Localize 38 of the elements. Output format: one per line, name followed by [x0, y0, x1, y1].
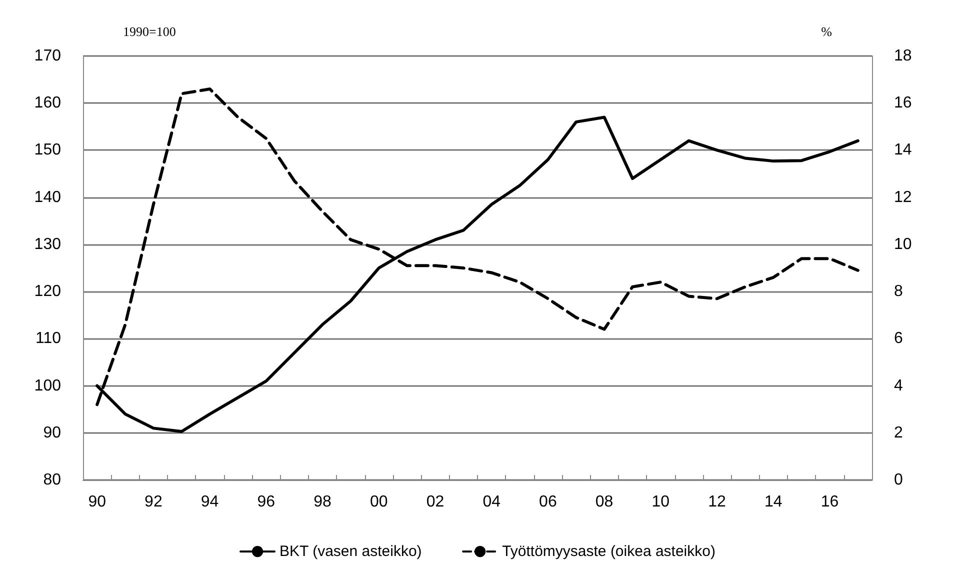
y-tick-label: 90: [43, 424, 62, 442]
y-axis-title: 1990=100: [123, 24, 176, 39]
y-tick-label: 150: [34, 142, 62, 159]
x-tick-label: 16: [820, 494, 839, 510]
x-tick-label: 94: [200, 494, 219, 510]
y-tick-label: 160: [34, 94, 62, 112]
x-tick-label: 92: [144, 494, 162, 510]
y2-tick-label: 8: [894, 283, 903, 300]
legend-label: BKT (vasen asteikko): [280, 543, 422, 560]
y-tick-label: 100: [34, 377, 62, 394]
x-tick-label: 08: [595, 494, 614, 510]
y2-tick-label: 4: [894, 377, 903, 394]
x-tick-label: 14: [764, 494, 782, 510]
y-tick-label: 130: [34, 236, 62, 253]
x-tick-label: 98: [314, 494, 332, 510]
y2-tick-label: 16: [894, 94, 912, 112]
y-tick-label: 140: [34, 188, 62, 206]
y2-tick-label: 18: [894, 48, 912, 64]
y2-tick-label: 12: [894, 188, 912, 206]
x-tick-label: 96: [257, 494, 276, 510]
y-tick-label: 80: [43, 472, 62, 488]
x-tick-label: 12: [708, 494, 726, 510]
y2-axis-title: %: [821, 24, 832, 39]
y2-tick-label: 0: [894, 472, 903, 488]
y2-tick-label: 2: [894, 424, 903, 442]
x-tick-label: 02: [426, 494, 444, 510]
x-tick-label: 00: [370, 494, 388, 510]
x-tick-label: 10: [652, 494, 670, 510]
y2-tick-label: 10: [894, 236, 912, 253]
y2-tick-label: 14: [894, 142, 912, 159]
legend-label: Työttömyysaste (oikea asteikko): [502, 543, 716, 560]
x-tick-label: 04: [482, 494, 501, 510]
y-tick-label: 170: [34, 48, 62, 64]
x-tick-label: 06: [539, 494, 557, 510]
x-tick-label: 90: [88, 494, 106, 510]
y-tick-label: 110: [35, 330, 62, 348]
y-tick-label: 120: [34, 283, 62, 300]
y2-tick-label: 6: [894, 330, 903, 348]
